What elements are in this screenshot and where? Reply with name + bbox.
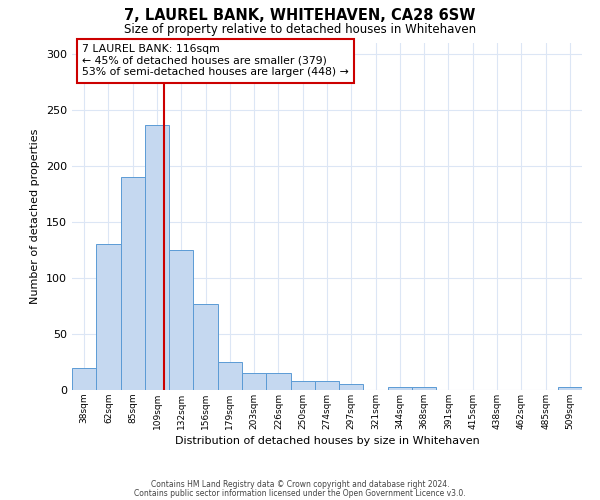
Bar	[388, 386, 412, 390]
Bar	[242, 373, 266, 390]
Bar	[218, 362, 242, 390]
Bar	[412, 386, 436, 390]
Bar	[339, 384, 364, 390]
Bar	[193, 304, 218, 390]
Bar	[145, 126, 169, 390]
Bar	[266, 373, 290, 390]
X-axis label: Distribution of detached houses by size in Whitehaven: Distribution of detached houses by size …	[175, 436, 479, 446]
Bar	[315, 381, 339, 390]
Text: Contains public sector information licensed under the Open Government Licence v3: Contains public sector information licen…	[134, 488, 466, 498]
Bar	[72, 368, 96, 390]
Bar	[169, 250, 193, 390]
Bar	[558, 386, 582, 390]
Text: Contains HM Land Registry data © Crown copyright and database right 2024.: Contains HM Land Registry data © Crown c…	[151, 480, 449, 489]
Text: 7 LAUREL BANK: 116sqm
← 45% of detached houses are smaller (379)
53% of semi-det: 7 LAUREL BANK: 116sqm ← 45% of detached …	[82, 44, 349, 78]
Text: Size of property relative to detached houses in Whitehaven: Size of property relative to detached ho…	[124, 22, 476, 36]
Y-axis label: Number of detached properties: Number of detached properties	[31, 128, 40, 304]
Bar	[121, 177, 145, 390]
Bar	[290, 381, 315, 390]
Text: 7, LAUREL BANK, WHITEHAVEN, CA28 6SW: 7, LAUREL BANK, WHITEHAVEN, CA28 6SW	[124, 8, 476, 22]
Bar	[96, 244, 121, 390]
